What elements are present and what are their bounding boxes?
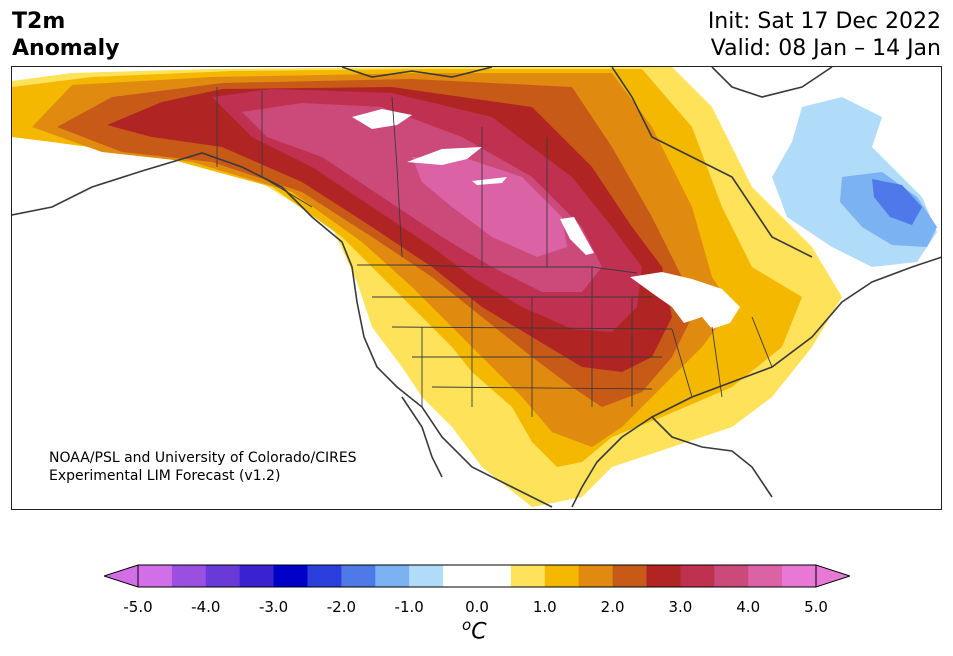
- colorbar-tick-label: -3.0: [258, 598, 289, 616]
- colorbar-cell: [782, 565, 817, 587]
- great-slave-lake: [352, 109, 412, 129]
- colorbar-cell: [714, 565, 749, 587]
- colorbar-tick-label: 1.0: [532, 598, 557, 616]
- colorbar-outline: [137, 564, 817, 588]
- plot-title-left: T2m Anomaly: [12, 8, 119, 62]
- colorbar-tick-label: -5.0: [123, 598, 153, 616]
- colorbar-cell: [409, 565, 444, 587]
- lake-winnipeg: [560, 217, 594, 255]
- colorbar-cells: [138, 565, 817, 587]
- init-date-label: Init: Sat 17 Dec 2022: [707, 9, 941, 34]
- colorbar-cell: [646, 565, 681, 587]
- unit-letter: C: [471, 619, 487, 645]
- colorbar-tick-label: -2.0: [326, 598, 357, 616]
- colorbar-cell: [307, 565, 342, 587]
- colorbar-tick-label: 3.0: [668, 598, 693, 616]
- plot-title-right: Init: Sat 17 Dec 2022 Valid: 08 Jan – 14…: [708, 8, 941, 62]
- credit-text: NOAA/PSL and University of Colorado/CIRE…: [49, 449, 357, 485]
- title-variable-line2: Anomaly: [12, 36, 120, 61]
- colorbar-cell: [341, 565, 376, 587]
- colorbar: [104, 564, 850, 588]
- colorbar-cell: [510, 565, 546, 587]
- colorbar-cell: [477, 565, 512, 587]
- anomaly-map: [11, 66, 942, 510]
- colorbar-tick-labels: -5.0 -4.0 -3.0 -2.0 -1.0 0.0 1.0 2.0 3.0 4.0 5.0: [0, 598, 953, 618]
- colorbar-max-extension: [815, 564, 850, 588]
- colorbar-cell: [138, 565, 173, 587]
- political-borders: [216, 87, 773, 417]
- unit-degree-symbol: o: [462, 616, 472, 634]
- colorbar-cell: [578, 565, 614, 587]
- colorbar-cell: [680, 565, 715, 587]
- colorbar-tick-label: 5.0: [804, 598, 828, 616]
- colorbar-cell: [375, 565, 410, 587]
- colorbar-tick-label: -4.0: [191, 598, 221, 616]
- coastlines: [12, 67, 941, 508]
- great-bear-lake: [407, 147, 482, 165]
- credit-line-1: NOAA/PSL and University of Colorado/CIRE…: [49, 450, 357, 466]
- colorbar-cell: [748, 565, 783, 587]
- colorbar-cell: [171, 565, 207, 587]
- anomaly-map-canvas: [12, 67, 941, 508]
- colorbar-cell: [205, 565, 241, 587]
- lake-athabasca: [472, 177, 507, 185]
- colorbar-cell: [273, 565, 308, 587]
- colorbar-min-extension: [104, 564, 139, 588]
- title-variable-line1: T2m: [12, 9, 66, 34]
- colorbar-tick-label: 4.0: [736, 598, 761, 616]
- colorbar-cell: [239, 565, 275, 587]
- colorbar-unit: oC: [462, 616, 487, 644]
- colorbar-tick-label: 2.0: [600, 598, 625, 616]
- anomaly-band-blue: [872, 179, 922, 225]
- great-lakes: [630, 272, 740, 329]
- colorbar-cell: [612, 565, 647, 587]
- colorbar-cell: [544, 565, 580, 587]
- colorbar-tick-label: -1.0: [394, 598, 424, 616]
- colorbar-cell: [443, 565, 478, 587]
- credit-line-2: Experimental LIM Forecast (v1.2): [49, 468, 281, 484]
- colorbar-tick-label: 0.0: [465, 598, 489, 616]
- anomaly-band-pink: [412, 157, 567, 257]
- valid-date-label: Valid: 08 Jan – 14 Jan: [710, 36, 941, 61]
